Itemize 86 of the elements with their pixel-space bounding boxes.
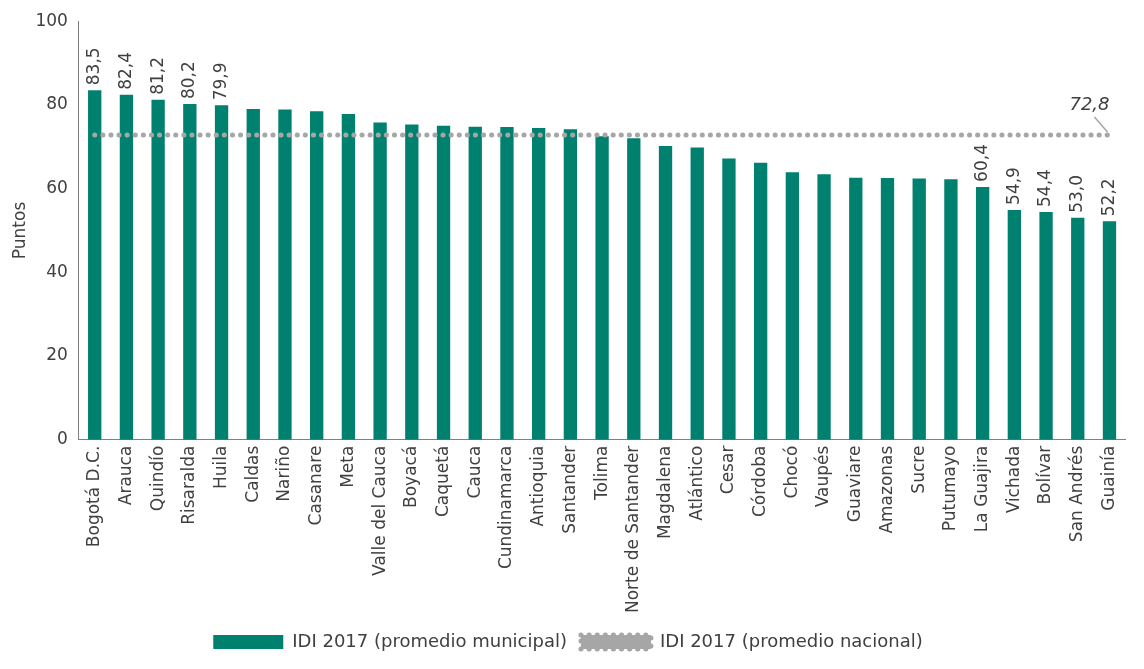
y-tick-label: 40 [46, 260, 68, 281]
bar [151, 99, 165, 440]
bar [722, 158, 736, 440]
annotation: 72,8 [1069, 92, 1110, 114]
bar [183, 104, 197, 440]
x-tick-label: Quindío [146, 445, 167, 512]
x-tick-label: Cundinamarca [495, 445, 516, 570]
bar [627, 138, 641, 440]
x-tick-label: Santander [558, 445, 579, 534]
x-tick-label: Nariño [273, 445, 294, 502]
x-tick-label: Antioquia [527, 445, 548, 527]
data-label: 54,4 [1034, 169, 1055, 207]
y-tick-label: 100 [35, 9, 68, 30]
bar [975, 186, 990, 440]
x-tick-label: Huila [209, 445, 230, 490]
x-tick-label: Córdoba [749, 445, 770, 518]
bar [88, 90, 102, 440]
data-label: 82,4 [114, 51, 135, 90]
legend-label: IDI 2017 (promedio municipal) [292, 629, 567, 651]
x-tick-label: Sucre [907, 445, 928, 494]
data-label: 80,2 [178, 61, 199, 100]
bar [468, 126, 482, 440]
bar [753, 162, 768, 440]
x-tick-label: Caldas [241, 445, 262, 503]
y-tick-label: 0 [57, 428, 68, 449]
bar [595, 136, 609, 440]
y-axis-title: Puntos [8, 201, 29, 260]
x-tick-label: Risaralda [178, 445, 199, 525]
x-tick-label: Casanare [305, 445, 326, 526]
bar [912, 178, 926, 440]
data-label: 81,2 [146, 57, 167, 95]
x-tick-label: Bogotá D.C. [83, 445, 104, 548]
x-tick-label: Norte de Santander [622, 445, 643, 614]
x-tick-label: Caquetá [431, 445, 452, 518]
bar [119, 94, 134, 440]
bar [658, 145, 673, 440]
data-label: 54,9 [1002, 167, 1023, 205]
bar [690, 147, 704, 440]
x-tick-label: San Andrés [1066, 445, 1087, 543]
bar [310, 111, 324, 440]
x-tick-label: Cesar [717, 445, 738, 495]
x-tick-label: Atlántico [685, 445, 706, 521]
x-tick-label: Meta [336, 445, 357, 488]
x-tick-label: Arauca [114, 445, 135, 506]
bar [405, 124, 419, 440]
bar [785, 172, 800, 440]
x-tick-label: Valle del Cauca [368, 445, 389, 576]
x-tick-label: Guaviare [844, 445, 865, 523]
bar [1102, 221, 1117, 440]
bar [1039, 212, 1053, 440]
bar [246, 109, 260, 440]
bar [500, 127, 514, 440]
bar [532, 127, 546, 440]
bar [278, 109, 292, 440]
x-tick-label: Guainía [1097, 445, 1118, 511]
x-tick-label: La Guajira [971, 445, 992, 533]
data-label: 60,4 [971, 144, 992, 182]
bar [436, 125, 451, 440]
x-tick-label: Amazonas [875, 445, 896, 534]
x-tick-label: Vichada [1002, 445, 1023, 514]
y-tick-label: 80 [46, 93, 68, 114]
bar [944, 179, 958, 440]
data-label: 52,2 [1097, 178, 1118, 217]
bar [1007, 209, 1021, 440]
data-label: 79,9 [209, 62, 230, 101]
x-tick-label: Putumayo [939, 445, 960, 532]
bar [373, 122, 387, 440]
x-tick-label: Chocó [780, 445, 801, 499]
bar [214, 105, 229, 440]
data-label: 53,0 [1066, 175, 1087, 213]
y-tick-label: 20 [46, 344, 68, 365]
x-tick-label: Tolima [590, 445, 611, 501]
x-tick-label: Vaupés [812, 445, 833, 508]
y-tick-label: 60 [46, 176, 68, 197]
x-tick-label: Bolívar [1034, 445, 1055, 505]
x-tick-label: Cauca [463, 445, 484, 499]
bar [563, 129, 578, 440]
bar [1071, 217, 1085, 440]
bar [880, 178, 895, 440]
bar [817, 174, 831, 440]
bar [341, 114, 356, 440]
legend-label: IDI 2017 (promedio nacional) [659, 629, 923, 651]
x-tick-label: Boyacá [400, 445, 421, 508]
x-tick-label: Magdalena [653, 445, 674, 540]
data-label: 83,5 [83, 47, 104, 86]
bar [849, 177, 863, 440]
